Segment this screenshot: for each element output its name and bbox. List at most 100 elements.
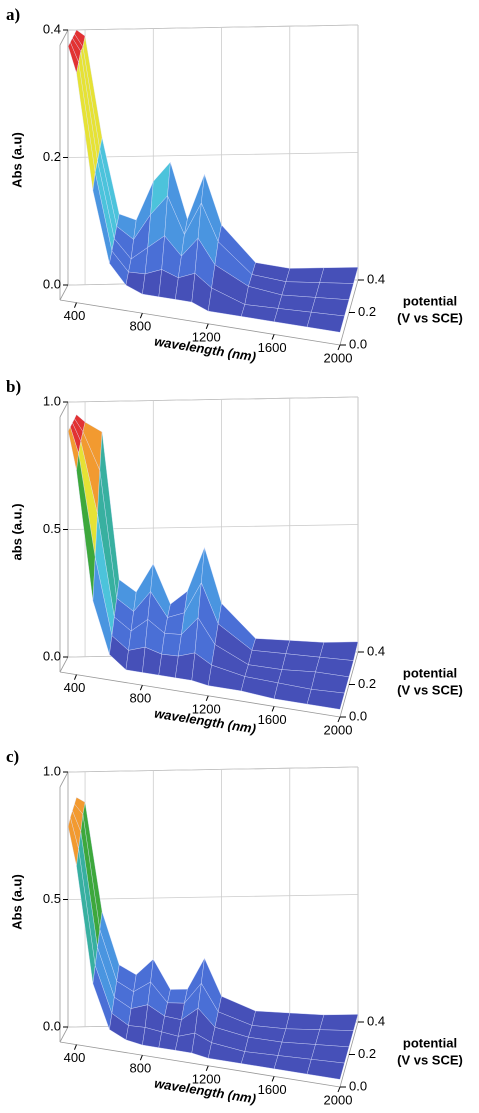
axis-box bbox=[59, 771, 69, 788]
y-axis-label: potential bbox=[403, 1035, 457, 1050]
y-tick-label: 0.0 bbox=[349, 336, 367, 351]
x-tick-label: 1200 bbox=[192, 329, 221, 344]
surface-patch bbox=[281, 281, 321, 298]
axis-box bbox=[59, 299, 341, 346]
x-tick-label: 800 bbox=[130, 1061, 152, 1076]
grid-line bbox=[67, 524, 359, 530]
x-tick bbox=[271, 706, 275, 712]
surface-patch bbox=[125, 646, 146, 673]
surface-patch bbox=[306, 1059, 345, 1080]
x-tick-label: 2000 bbox=[324, 722, 353, 737]
surface-patch bbox=[125, 1025, 146, 1046]
panel: 4008001200160020000.00.51.00.00.20.4b)ab… bbox=[6, 377, 463, 738]
z-tick-label: 0.5 bbox=[43, 891, 61, 906]
y-axis-label: potential bbox=[403, 293, 457, 308]
surface-patch bbox=[306, 311, 345, 333]
surface-patch bbox=[281, 1028, 321, 1045]
surface-patch bbox=[281, 653, 321, 673]
x-tick bbox=[271, 334, 275, 340]
y-tick-label: 0.0 bbox=[349, 708, 367, 723]
axis-box bbox=[59, 671, 341, 718]
z-tick-label: 0.4 bbox=[43, 21, 61, 36]
x-tick bbox=[74, 302, 77, 308]
y-tick-label: 0.2 bbox=[358, 304, 376, 319]
z-tick-label: 0.2 bbox=[43, 149, 61, 164]
x-tick-label: 1600 bbox=[258, 712, 287, 727]
surface-patch bbox=[167, 988, 188, 1004]
surface-patch bbox=[319, 1014, 359, 1031]
axis-box bbox=[59, 656, 69, 673]
x-tick-label: 400 bbox=[64, 680, 86, 695]
surface-patch bbox=[315, 282, 354, 301]
z-tick-label: 1.0 bbox=[43, 393, 61, 408]
x-tick bbox=[337, 1086, 341, 1093]
axis-box bbox=[59, 401, 69, 418]
grid-line bbox=[67, 766, 359, 773]
surface-patch bbox=[285, 1012, 325, 1030]
panel-label: b) bbox=[6, 377, 21, 396]
panel-label: c) bbox=[6, 747, 19, 766]
x-tick bbox=[139, 685, 143, 691]
x-tick-label: 400 bbox=[64, 308, 86, 323]
x-tick-label: 2000 bbox=[324, 1092, 353, 1107]
surface-patch bbox=[125, 271, 146, 295]
panel-label: a) bbox=[6, 5, 20, 24]
panel: 4008001200160020000.00.20.40.00.20.4a)Ab… bbox=[6, 5, 463, 366]
z-axis-label: Abs (a.u) bbox=[9, 132, 24, 188]
y-tick-label: 0.4 bbox=[367, 271, 385, 286]
z-tick-label: 0.0 bbox=[43, 276, 61, 291]
x-tick-label: 1200 bbox=[192, 1071, 221, 1086]
z-axis-label: abs (a.u.) bbox=[9, 503, 24, 560]
y-axis-label: (V vs SCE) bbox=[397, 1052, 463, 1067]
surface-patch bbox=[315, 1029, 354, 1048]
axis-box bbox=[59, 284, 69, 301]
surface-patch bbox=[142, 269, 162, 298]
y-axis-label: (V vs SCE) bbox=[397, 682, 463, 697]
axis-box bbox=[59, 29, 69, 46]
axis-box bbox=[59, 1026, 69, 1043]
y-tick-label: 0.4 bbox=[367, 643, 385, 658]
y-tick-label: 0.0 bbox=[349, 1078, 367, 1093]
x-tick-label: 2000 bbox=[324, 350, 353, 365]
z-axis-label: Abs (a.u) bbox=[9, 874, 24, 930]
surface-patch bbox=[175, 652, 196, 681]
x-tick-label: 1600 bbox=[258, 340, 287, 355]
x-tick bbox=[74, 674, 77, 680]
x-tick-label: 800 bbox=[130, 319, 152, 334]
x-tick bbox=[337, 344, 341, 351]
y-tick-label: 0.2 bbox=[358, 1046, 376, 1061]
x-tick bbox=[139, 313, 143, 319]
grid-line bbox=[67, 152, 359, 158]
z-tick-label: 0.0 bbox=[43, 1018, 61, 1033]
x-tick-label: 1200 bbox=[192, 701, 221, 716]
z-tick-label: 1.0 bbox=[43, 763, 61, 778]
surface-patch bbox=[319, 267, 359, 284]
x-tick bbox=[74, 1044, 77, 1050]
x-tick bbox=[205, 323, 209, 330]
x-tick bbox=[271, 1076, 275, 1082]
surface-patch bbox=[175, 1032, 196, 1054]
x-tick bbox=[337, 716, 341, 723]
y-axis-label: (V vs SCE) bbox=[397, 310, 463, 325]
surface-patch bbox=[161, 633, 182, 657]
y-tick-label: 0.2 bbox=[358, 676, 376, 691]
grid-line bbox=[67, 24, 359, 31]
x-tick bbox=[205, 1065, 209, 1072]
panel: 4008001200160020000.00.51.00.00.20.4c)Ab… bbox=[6, 747, 463, 1108]
surface-patch bbox=[306, 689, 345, 710]
surface-patch bbox=[285, 267, 325, 283]
axis-box bbox=[59, 1041, 341, 1088]
x-tick bbox=[139, 1055, 143, 1061]
x-tick-label: 800 bbox=[130, 691, 152, 706]
x-tick-label: 1600 bbox=[258, 1082, 287, 1097]
x-tick bbox=[205, 695, 209, 702]
z-tick-label: 0.0 bbox=[43, 648, 61, 663]
surface-patch bbox=[175, 272, 196, 303]
grid-line bbox=[67, 894, 359, 900]
surface-patch bbox=[158, 653, 179, 679]
grid-line bbox=[67, 396, 359, 403]
z-tick-label: 0.5 bbox=[43, 521, 61, 536]
x-tick-label: 400 bbox=[64, 1050, 86, 1065]
